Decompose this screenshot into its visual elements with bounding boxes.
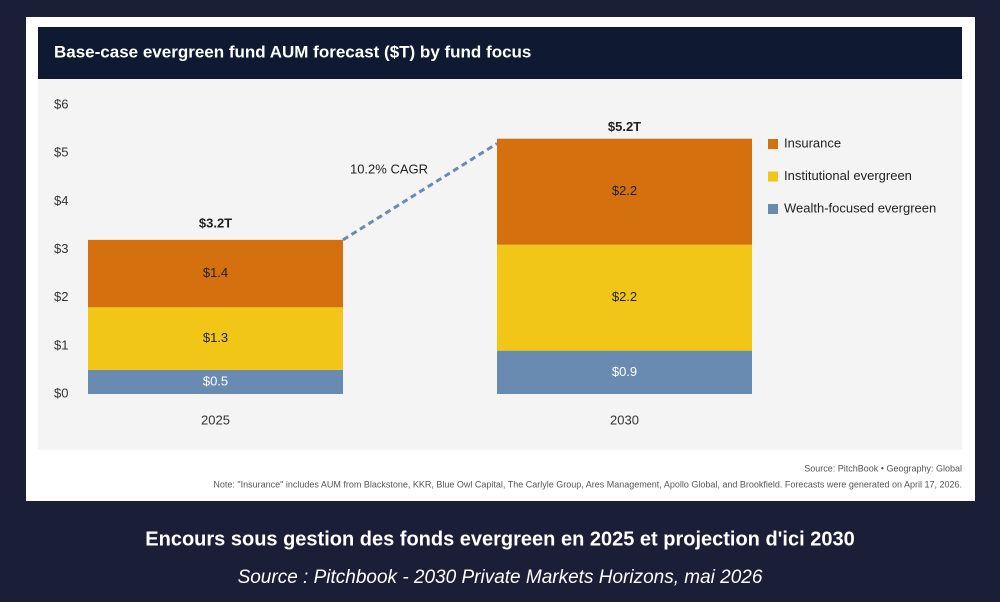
y-tick-label: $1 (54, 337, 68, 352)
bar-segment (497, 244, 752, 351)
y-tick-label: $4 (54, 193, 68, 208)
footnote: Note: "Insurance" includes AUM from Blac… (213, 479, 962, 489)
total-label: $3.2T (199, 215, 232, 230)
value-label: $1.3 (203, 330, 228, 345)
legend-swatch (768, 171, 778, 182)
legend-label: Institutional evergreen (784, 168, 912, 183)
legend-label: Wealth-focused evergreen (784, 200, 936, 215)
cagr-annotation: 10.2% CAGR (350, 161, 428, 176)
bar-segment (497, 350, 752, 394)
source-note: Source: PitchBook • Geography: Global (804, 463, 962, 473)
caption-title: Encours sous gestion des fonds evergreen… (145, 528, 854, 550)
x-tick-label: 2030 (610, 412, 639, 427)
bar-segment (88, 369, 343, 394)
total-label: $5.2T (608, 119, 641, 134)
bar-segment (88, 307, 343, 370)
value-label: $2.2 (612, 289, 637, 304)
value-label: $0.9 (612, 364, 637, 379)
value-label: $0.5 (203, 373, 228, 388)
caption-source: Source : Pitchbook - 2030 Private Market… (238, 567, 763, 588)
value-label: $2.2 (612, 183, 637, 198)
y-tick-label: $6 (54, 96, 68, 111)
legend-swatch (768, 204, 778, 214)
y-tick-label: $2 (54, 289, 68, 304)
y-tick-label: $5 (54, 145, 68, 160)
chart-title: Base-case evergreen fund AUM forecast ($… (54, 42, 531, 61)
y-tick-label: $3 (54, 241, 68, 256)
title-bar (38, 27, 962, 79)
legend-swatch (768, 139, 778, 149)
bar-segment (497, 138, 752, 245)
value-label: $1.4 (203, 265, 228, 280)
cagr-line (342, 142, 498, 242)
y-tick-label: $0 (54, 385, 68, 400)
legend-label: Insurance (784, 135, 841, 150)
x-tick-label: 2025 (201, 412, 230, 427)
bar-segment (88, 239, 343, 308)
